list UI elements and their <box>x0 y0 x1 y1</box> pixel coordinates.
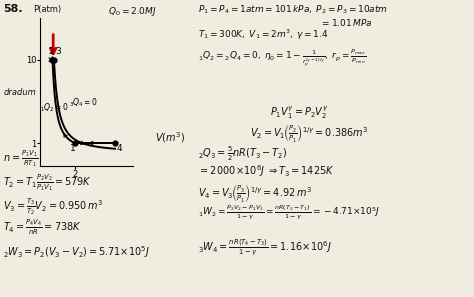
Text: $T_4=\frac{P_4V_4}{nR}=738K$: $T_4=\frac{P_4V_4}{nR}=738K$ <box>3 218 82 238</box>
Text: $Q_0=2.0MJ$: $Q_0=2.0MJ$ <box>108 5 157 18</box>
Text: $_2Q_3=\frac{5}{2}nR(T_3-T_2)$: $_2Q_3=\frac{5}{2}nR(T_3-T_2)$ <box>198 145 287 163</box>
Text: $_3Q_4=0$: $_3Q_4=0$ <box>69 97 98 110</box>
Text: $T_2=T_1\frac{P_2V_2}{P_1V_1}=579K$: $T_2=T_1\frac{P_2V_2}{P_1V_1}=579K$ <box>3 172 91 193</box>
Text: 1: 1 <box>70 144 76 154</box>
Text: $n=\frac{P_1V_1}{RT_1}=81.27\,mol$: $n=\frac{P_1V_1}{RT_1}=81.27\,mol$ <box>3 148 99 169</box>
Text: $V(m^3)$: $V(m^3)$ <box>155 130 185 145</box>
Text: $V_3=\frac{T_3}{T_2}V_2=0.950\,m^3$: $V_3=\frac{T_3}{T_2}V_2=0.950\,m^3$ <box>3 196 103 217</box>
Text: $P_1=P_4=1atm=101\,kPa,\;P_2=P_3=10atm$: $P_1=P_4=1atm=101\,kPa,\;P_2=P_3=10atm$ <box>198 4 388 17</box>
Text: $P_1V_1^\gamma=P_2V_2^\gamma$: $P_1V_1^\gamma=P_2V_2^\gamma$ <box>270 105 328 121</box>
Text: 2: 2 <box>48 47 54 56</box>
Text: $V_2=V_1\!\left(\frac{P_2}{P_1}\right)^{1/\gamma}=0.386m^3$: $V_2=V_1\!\left(\frac{P_2}{P_1}\right)^{… <box>250 122 369 144</box>
Text: $_1W_2=\frac{P_2V_2-P_1V_1}{1-\gamma}=\frac{nR(T_2-T_1)}{1-\gamma}=-4.71\!\times: $_1W_2=\frac{P_2V_2-P_1V_1}{1-\gamma}=\f… <box>198 204 380 222</box>
Text: $V_4=V_3\!\left(\frac{P_3}{P_1}\right)^{1/\gamma}=4.92\,m^3$: $V_4=V_3\!\left(\frac{P_3}{P_1}\right)^{… <box>198 182 312 204</box>
Text: $_2W_3=P_2(V_3-V_2)=5.71\!\times\!10^5J$: $_2W_3=P_2(V_3-V_2)=5.71\!\times\!10^5J$ <box>3 244 150 260</box>
Text: 58.: 58. <box>3 4 23 14</box>
Text: 4: 4 <box>117 144 122 154</box>
Text: 3: 3 <box>55 47 61 56</box>
Text: dradum: dradum <box>4 88 37 97</box>
Text: $=2000\!\times\!10^6J\;\Rightarrow T_3=1425K$: $=2000\!\times\!10^6J\;\Rightarrow T_3=1… <box>198 163 335 179</box>
Text: $_3W_4=\frac{nR(T_4-T_3)}{1-\gamma}=1.16\!\times\!10^6J$: $_3W_4=\frac{nR(T_4-T_3)}{1-\gamma}=1.16… <box>198 238 332 258</box>
Text: $_1Q_2={_2Q_4}=0,\;\eta_0=1-\frac{1}{r_p^{(\gamma-1)/\gamma}},\;r_p=\frac{P_{max: $_1Q_2={_2Q_4}=0,\;\eta_0=1-\frac{1}{r_p… <box>198 48 366 69</box>
Text: $=1.01\,MPa$: $=1.01\,MPa$ <box>320 17 373 28</box>
Text: $T_1=300K,\;V_1=2m^3,\;\gamma=1.4$: $T_1=300K,\;V_1=2m^3,\;\gamma=1.4$ <box>198 28 329 42</box>
Text: $_1Q_2=0$: $_1Q_2=0$ <box>40 102 69 114</box>
Text: P(atm): P(atm) <box>33 5 61 14</box>
